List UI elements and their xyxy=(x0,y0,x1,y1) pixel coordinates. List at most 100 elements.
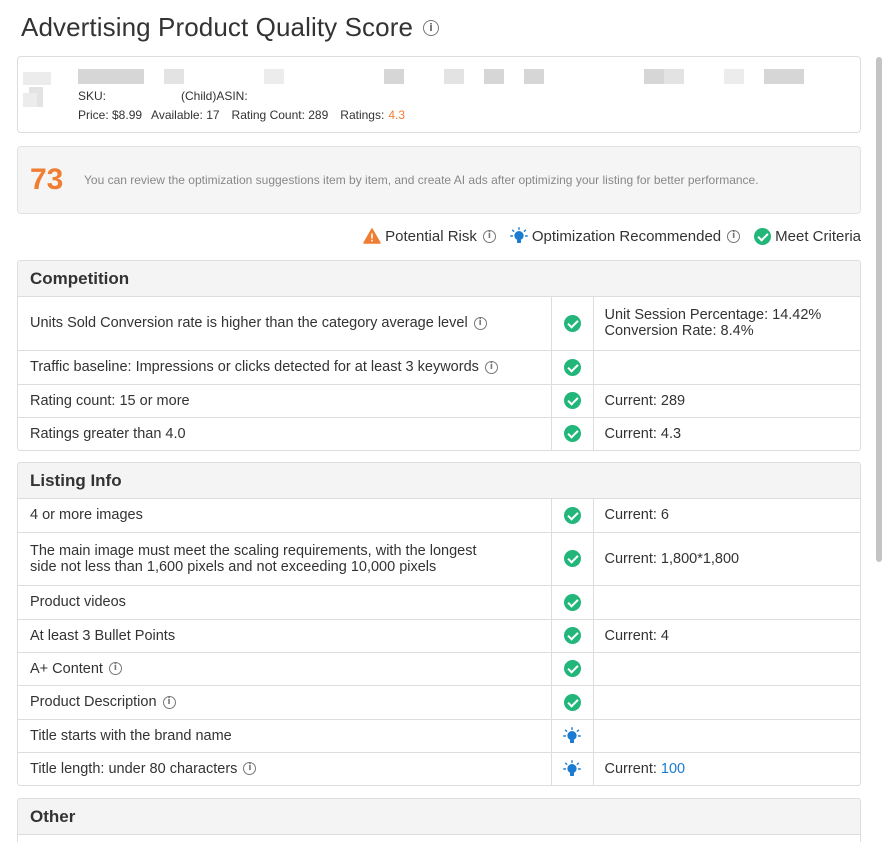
criterion-line: side not less than 1,600 pixels and not … xyxy=(30,558,437,575)
criterion-cell: Ratings greater than 4.0 xyxy=(18,416,552,450)
redacted-block xyxy=(23,72,51,85)
info-icon[interactable]: i xyxy=(473,316,487,330)
criterion-cell: Product videos xyxy=(18,584,552,619)
status-cell xyxy=(551,383,594,417)
table-row: A+ Content i xyxy=(18,651,860,685)
status-cell xyxy=(551,416,594,450)
criterion-label: Units Sold Conversion rate is higher tha… xyxy=(30,315,468,332)
table-row: Product Description i xyxy=(18,684,860,719)
listing-table: 4 or more images Current: 6 The main ima… xyxy=(18,499,860,785)
redacted-block xyxy=(384,69,404,84)
score-message: You can review the optimization suggesti… xyxy=(84,173,759,187)
value-cell xyxy=(593,349,860,384)
redacted-block xyxy=(264,69,284,84)
redacted-block xyxy=(484,69,504,84)
status-legend: Potential Risk i Optimization Recommende… xyxy=(363,227,861,245)
legend-meet-label: Meet Criteria xyxy=(775,227,861,245)
value-cell: Current: 6 xyxy=(604,507,669,524)
check-circle-icon xyxy=(563,392,581,409)
redacted-block xyxy=(524,69,544,84)
info-icon[interactable]: i xyxy=(423,19,440,36)
value-cell: Current: 4.3 xyxy=(593,416,860,450)
redacted-block xyxy=(164,69,184,84)
criterion-label: Title length: under 80 characters xyxy=(30,760,238,777)
lightbulb-icon xyxy=(509,227,528,245)
rating-count-text: Rating Count: 289 xyxy=(231,108,329,122)
check-circle-icon xyxy=(563,593,581,611)
title-length-value: 100 xyxy=(660,760,686,777)
status-cell xyxy=(551,718,594,752)
table-row: Product videos xyxy=(18,584,860,619)
legend-recommended-label: Optimization Recommended xyxy=(531,227,722,245)
competition-table: Units Sold Conversion rate is higher tha… xyxy=(18,297,860,450)
check-circle-icon xyxy=(563,693,581,711)
criterion-cell: Rating count: 15 or more xyxy=(18,383,552,417)
status-cell xyxy=(551,618,594,652)
warning-icon xyxy=(363,228,381,244)
info-icon[interactable]: i xyxy=(243,762,257,776)
value-cell: Current: 100 xyxy=(593,751,860,785)
redacted-block xyxy=(764,69,804,84)
ratings-value: 4.3 xyxy=(388,108,405,122)
value-cell: Current: 4 xyxy=(593,618,860,652)
section-title: Competition xyxy=(18,261,860,297)
criterion-cell: Title length: under 80 characters i xyxy=(18,751,552,785)
criterion-cell: At least 3 Bullet Points xyxy=(18,618,552,652)
redacted-block xyxy=(23,93,37,107)
table-row: Rating count: 15 or more Current: 289 xyxy=(18,383,860,417)
criterion-cell: Title starts with the brand name xyxy=(18,718,552,752)
scrollbar-thumb[interactable] xyxy=(876,57,882,562)
page-title-row: Advertising Product Quality Score i xyxy=(21,12,440,43)
redacted-block xyxy=(644,69,664,84)
child-asin-label: (Child)ASIN: xyxy=(181,89,248,103)
criterion-cell: Traffic baseline: Impressions or clicks … xyxy=(18,349,552,384)
check-circle-icon xyxy=(563,660,581,677)
value-prefix: Current: xyxy=(604,760,657,777)
competition-section: Competition Units Sold Conversion rate i… xyxy=(17,260,861,451)
status-cell xyxy=(551,684,594,719)
sku-label: SKU: xyxy=(78,89,107,103)
ratings-label: Ratings: xyxy=(340,108,385,122)
value-cell xyxy=(593,651,860,685)
check-circle-icon xyxy=(563,627,581,644)
info-icon[interactable]: i xyxy=(162,695,176,709)
info-icon[interactable]: i xyxy=(484,360,498,374)
criterion-cell: 4 or more images xyxy=(18,499,552,532)
price-text: Price: $8.99 xyxy=(78,108,143,122)
table-row: Traffic baseline: Impressions or clicks … xyxy=(18,349,860,384)
legend-optimization-recommended: Optimization Recommended i xyxy=(509,227,741,245)
status-cell xyxy=(551,751,594,785)
lightbulb-icon xyxy=(563,726,581,745)
info-icon[interactable]: i xyxy=(727,229,741,243)
check-circle-icon xyxy=(563,506,581,524)
score-card: 73 You can review the optimization sugge… xyxy=(17,146,861,214)
status-cell xyxy=(551,651,594,685)
listing-info-section: Listing Info 4 or more images Current: 6… xyxy=(17,462,861,786)
table-row: Title length: under 80 characters i Curre… xyxy=(18,751,860,785)
check-circle-icon xyxy=(563,425,581,443)
redacted-block xyxy=(78,69,144,84)
criterion-line: The main image must meet the scaling req… xyxy=(30,542,477,559)
table-row: 4 or more images Current: 6 xyxy=(18,499,860,532)
check-circle-icon xyxy=(563,550,581,567)
value-line: Conversion Rate: 8.4% xyxy=(604,323,754,340)
value-cell: Unit Session Percentage: 14.42% Conversio… xyxy=(593,297,860,350)
criterion-cell: Product Description i xyxy=(18,684,552,719)
redacted-block xyxy=(724,69,744,84)
info-icon[interactable]: i xyxy=(108,662,122,676)
check-circle-icon xyxy=(563,358,581,376)
info-icon[interactable]: i xyxy=(482,229,496,243)
legend-potential-risk: Potential Risk i xyxy=(363,228,496,245)
status-cell xyxy=(551,531,594,585)
value-cell: Current: 1,800*1,800 xyxy=(593,531,860,585)
table-row: Units Sold Conversion rate is higher tha… xyxy=(18,297,860,350)
lightbulb-icon xyxy=(563,759,581,778)
status-cell xyxy=(551,297,594,350)
section-title: Other xyxy=(18,799,860,835)
section-title: Listing Info xyxy=(18,463,860,499)
criterion-cell: A+ Content i xyxy=(18,651,552,685)
status-cell xyxy=(551,584,594,619)
legend-meet-criteria: Meet Criteria xyxy=(754,227,861,245)
product-card: SKU: (Child)ASIN: Price: $8.99 Available… xyxy=(17,56,861,133)
value-cell xyxy=(593,684,860,719)
